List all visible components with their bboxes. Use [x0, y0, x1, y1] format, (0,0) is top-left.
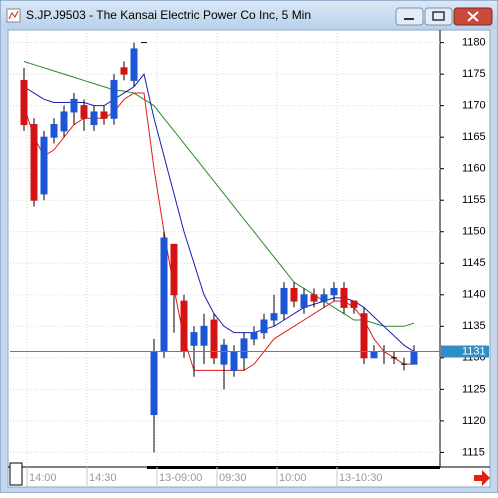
- candle-body: [20, 79, 28, 126]
- candle-body: [130, 48, 138, 81]
- candle-body: [220, 344, 228, 365]
- scroll-arrow[interactable]: [474, 470, 490, 486]
- axes: 1115112011251130113511401145115011551160…: [26, 37, 489, 487]
- candle-body: [310, 294, 318, 302]
- y-tick-label: 1180: [462, 37, 486, 49]
- candle-body: [330, 287, 338, 296]
- candle-body: [200, 325, 208, 346]
- candle-body: [210, 319, 218, 359]
- window-buttons[interactable]: [395, 7, 493, 26]
- x-tick-label: 13-10:30: [339, 472, 382, 484]
- candle-body: [260, 319, 268, 334]
- candle-body: [50, 124, 58, 138]
- candle-body: [360, 313, 368, 359]
- y-tick-label: 1160: [462, 163, 486, 175]
- moving-average-line: [23, 73, 415, 352]
- candle-body: [100, 111, 108, 119]
- candle-body: [350, 300, 358, 308]
- x-tick-label: 10:00: [279, 472, 307, 484]
- moving-average-line: [23, 61, 415, 327]
- candle-body: [340, 287, 348, 308]
- candle-body: [120, 67, 128, 75]
- y-tick-label: 1115: [462, 446, 485, 458]
- candle-body: [170, 243, 178, 296]
- candle-body: [30, 124, 38, 201]
- y-tick-label: 1125: [462, 383, 486, 395]
- candle-body: [300, 294, 308, 308]
- y-tick-label: 1175: [462, 68, 486, 80]
- candle-body: [240, 338, 248, 359]
- y-tick-label: 1145: [462, 257, 486, 269]
- candle-body: [60, 111, 68, 132]
- maximize-glyph: [432, 11, 445, 21]
- minimize-button[interactable]: [395, 7, 424, 26]
- session-bar: [147, 466, 440, 469]
- plot: [10, 42, 440, 453]
- x-tick-label: 14:30: [89, 472, 117, 484]
- x-tick-label: 13-09:00: [159, 472, 202, 484]
- candle-body: [250, 332, 258, 340]
- candle-body: [410, 351, 418, 365]
- window-title: S.JP.J9503 - The Kansai Electric Power C…: [26, 8, 311, 22]
- maximize-button[interactable]: [424, 7, 453, 26]
- candle-body: [190, 332, 198, 346]
- y-tick-label: 1165: [462, 131, 486, 143]
- x-tick-label: 14:00: [29, 472, 57, 484]
- candle-body: [230, 351, 238, 371]
- y-tick-label: 1150: [462, 226, 486, 238]
- candle-body: [70, 98, 78, 113]
- last-price-box: [441, 345, 489, 358]
- candle-body: [80, 105, 88, 119]
- y-tick-label: 1155: [462, 194, 486, 206]
- y-tick-label: 1140: [462, 289, 486, 301]
- y-tick-label: 1120: [462, 415, 486, 427]
- candle-body: [90, 111, 98, 126]
- y-tick-label: 1170: [462, 100, 486, 112]
- x-tick-label: 09:30: [219, 472, 247, 484]
- last-price-label: 1131: [462, 345, 486, 357]
- window-icon-glyph: [8, 10, 19, 20]
- candle-body: [160, 237, 168, 353]
- candle-body: [110, 79, 118, 119]
- candle-body: [280, 287, 288, 315]
- scroll-box[interactable]: [9, 462, 23, 486]
- candle-body: [40, 136, 48, 195]
- moving-average-line: [23, 92, 414, 371]
- close-glyph: [467, 11, 479, 22]
- candle-body: [150, 351, 158, 416]
- candle-body: [320, 294, 328, 302]
- y-tick-label: 1135: [462, 320, 486, 332]
- candle-body: [290, 287, 298, 302]
- chart-panel: [7, 29, 491, 488]
- candle-body: [370, 351, 378, 359]
- candle-body: [180, 300, 188, 353]
- candle-body: [270, 313, 278, 321]
